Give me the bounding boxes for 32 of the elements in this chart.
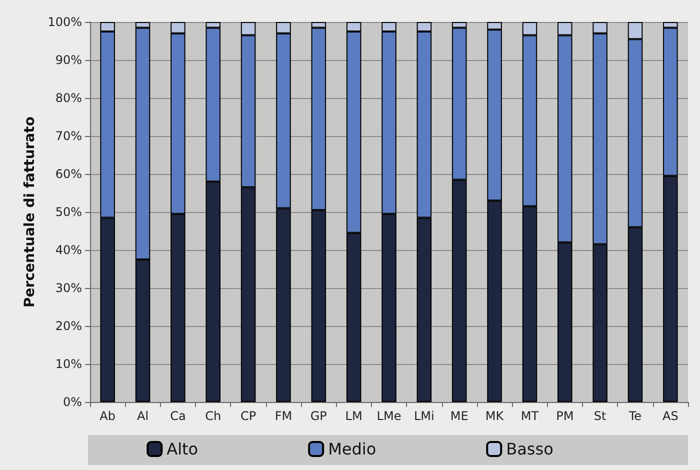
- y-tick-label: 20%: [55, 319, 82, 333]
- y-tick-label: 40%: [55, 243, 82, 257]
- x-tick-label: ME: [450, 409, 468, 423]
- y-tick-label: 80%: [55, 91, 82, 105]
- x-tick-label: St: [594, 409, 607, 423]
- y-tick-label: 70%: [55, 129, 82, 143]
- legend-label: Medio: [328, 440, 376, 458]
- y-tick-label: 0%: [62, 395, 82, 409]
- x-tick-label: PM: [556, 409, 574, 423]
- x-tick-label: MT: [520, 409, 540, 423]
- x-tick-label: MK: [485, 409, 505, 423]
- x-tick-label: LM: [345, 409, 362, 423]
- y-tick-label: 60%: [55, 167, 82, 181]
- x-tick-label: AS: [662, 409, 678, 423]
- y-tick-label: 50%: [55, 205, 82, 219]
- x-tick-label: LMe: [376, 409, 402, 423]
- y-tick-label: 100%: [48, 15, 82, 29]
- x-tick-label: Ca: [170, 409, 186, 423]
- x-tick-label: Al: [136, 409, 149, 423]
- x-tick-label: FM: [274, 409, 292, 423]
- x-tick-label: LMi: [414, 409, 434, 423]
- x-tick-label: Ch: [205, 409, 222, 423]
- y-tick-label: 10%: [55, 357, 82, 371]
- y-tick-label: 30%: [55, 281, 82, 295]
- y-axis-title: Percentuale di fatturato: [22, 116, 38, 308]
- x-tick-label: CP: [240, 409, 256, 423]
- x-tick-label: GP: [310, 409, 327, 423]
- legend-label: Alto: [166, 440, 198, 458]
- x-tick-label: Ab: [100, 409, 116, 423]
- x-tick-label: Te: [628, 409, 642, 423]
- legend-label: Basso: [506, 440, 554, 458]
- y-tick-label: 90%: [55, 53, 82, 67]
